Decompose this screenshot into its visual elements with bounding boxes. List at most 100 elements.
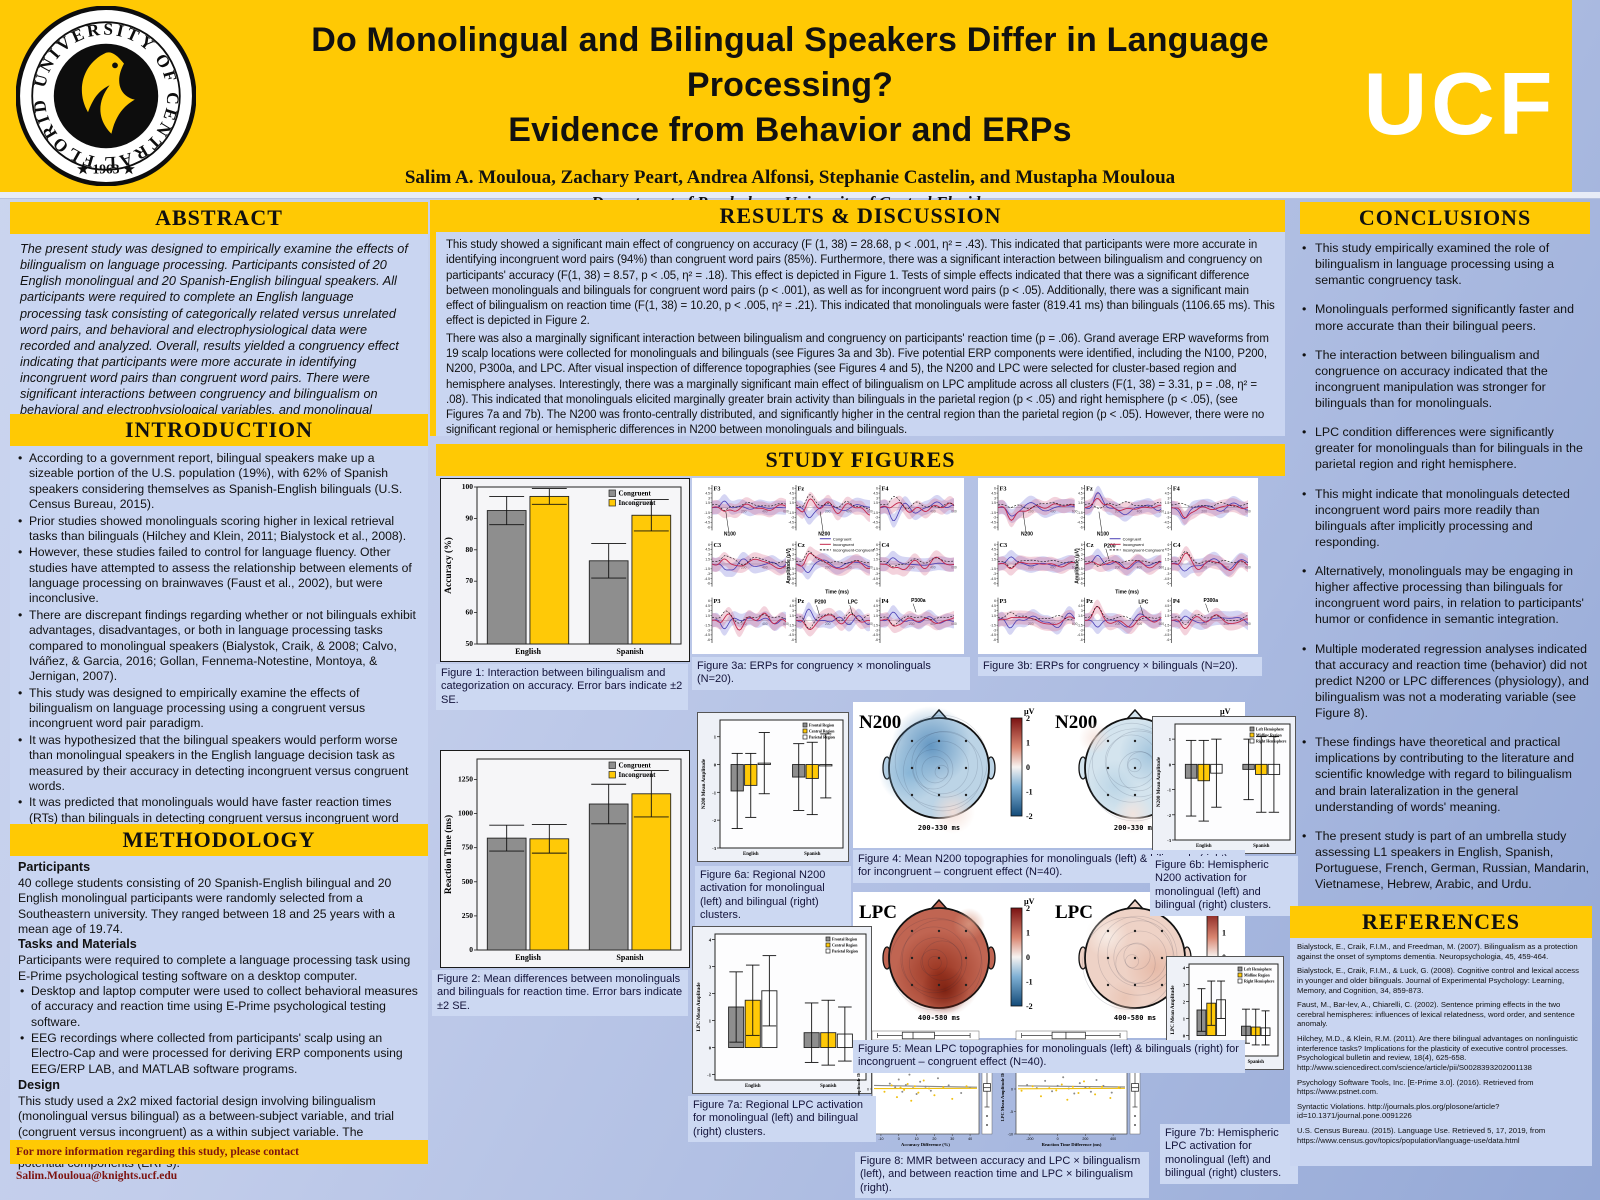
introduction-body: According to a government report, biling… — [10, 446, 428, 887]
svg-text:Spanish: Spanish — [1253, 844, 1270, 849]
svg-text:Time (ms): Time (ms) — [1115, 590, 1139, 596]
figure3a-erp-grid-monolinguals: 64.531.5-1.5-3-4.5-6200400600F3N10064.53… — [692, 478, 964, 654]
svg-text:50: 50 — [466, 639, 474, 648]
svg-text:80: 80 — [466, 545, 474, 554]
svg-text:3: 3 — [1167, 496, 1169, 500]
svg-text:English: English — [515, 647, 541, 656]
svg-text:400: 400 — [762, 566, 768, 570]
references-body: Bialystock, E., Craik, F.I.M., and Freed… — [1290, 938, 1592, 1166]
svg-text:600: 600 — [783, 622, 789, 626]
svg-text:µV: µV — [1024, 707, 1035, 716]
svg-text:0: 0 — [714, 763, 717, 768]
svg-text:Congruent: Congruent — [833, 536, 853, 541]
svg-text:-6: -6 — [707, 525, 710, 529]
svg-text:Parietal Region: Parietal Region — [832, 950, 859, 954]
svg-text:-4.5: -4.5 — [990, 521, 996, 525]
svg-text:N200: N200 — [1021, 531, 1033, 537]
svg-text:-4.5: -4.5 — [1077, 521, 1083, 525]
svg-text:Reaction Time Difference (ms): Reaction Time Difference (ms) — [1042, 1142, 1102, 1147]
svg-text:0: 0 — [1057, 1137, 1059, 1141]
svg-text:-3: -3 — [1166, 516, 1169, 520]
svg-text:Time (ms): Time (ms) — [825, 590, 849, 596]
svg-text:100: 100 — [462, 482, 474, 491]
results-paragraph-2: There was also a marginally significant … — [446, 332, 1269, 437]
conclusion-bullet: These findings have theoretical and prac… — [1300, 734, 1592, 815]
svg-text:600: 600 — [951, 509, 957, 513]
svg-text:0: 0 — [709, 1046, 712, 1051]
svg-text:0: 0 — [1026, 763, 1030, 772]
svg-text:4.5: 4.5 — [873, 604, 878, 608]
svg-text:N200: N200 — [859, 712, 901, 733]
svg-text:600: 600 — [1159, 566, 1165, 570]
svg-text:400-580 ms: 400-580 ms — [1114, 1014, 1156, 1022]
svg-text:3: 3 — [1081, 609, 1083, 613]
svg-text:-6: -6 — [1166, 582, 1169, 586]
svg-text:-1.5: -1.5 — [704, 623, 710, 627]
svg-text:200: 200 — [741, 509, 747, 513]
svg-text:3: 3 — [708, 553, 710, 557]
svg-text:1.5: 1.5 — [1165, 557, 1170, 561]
svg-text:-1.5: -1.5 — [788, 623, 794, 627]
svg-text:-3: -3 — [707, 572, 710, 576]
svg-text:1.5: 1.5 — [873, 614, 878, 618]
svg-text:1: 1 — [1183, 1017, 1186, 1022]
svg-text:-4.5: -4.5 — [704, 521, 710, 525]
svg-text:-6: -6 — [1166, 638, 1169, 642]
svg-text:20: 20 — [932, 1137, 936, 1141]
svg-text:6: 6 — [876, 487, 878, 491]
svg-text:400: 400 — [1137, 622, 1143, 626]
svg-text:-3: -3 — [993, 572, 996, 576]
svg-text:Right Hemisphere: Right Hemisphere — [1256, 740, 1287, 744]
header-banner — [0, 0, 1572, 192]
svg-text:Frontal Region: Frontal Region — [809, 724, 835, 728]
svg-text:4.5: 4.5 — [1165, 548, 1170, 552]
svg-text:4: 4 — [709, 937, 712, 942]
svg-text:3: 3 — [876, 496, 878, 500]
svg-text:3: 3 — [708, 496, 710, 500]
svg-text:1: 1 — [1026, 929, 1030, 938]
figure7a-regional-lpc-bar-chart: 4 3 2 1 0 -1 LPC Mean Amplitude English Spanish F… — [692, 926, 872, 1094]
svg-text:-1.5: -1.5 — [1077, 623, 1083, 627]
svg-text:400: 400 — [930, 566, 936, 570]
methodology-bullet: EEG recordings where collected from part… — [18, 1031, 420, 1077]
svg-text:Pz: Pz — [798, 598, 805, 605]
svg-text:200: 200 — [1115, 622, 1121, 626]
svg-text:200: 200 — [909, 566, 915, 570]
svg-text:200: 200 — [1201, 622, 1207, 626]
svg-text:0: 0 — [1011, 1087, 1013, 1091]
svg-text:6: 6 — [876, 599, 878, 603]
conclusion-bullet: Multiple moderated regression analyses i… — [1300, 641, 1592, 722]
conclusion-bullet: Alternatively, monolinguals may be engag… — [1300, 563, 1592, 628]
ucf-wordmark: UCF — [1363, 54, 1557, 153]
svg-text:40: 40 — [968, 1137, 972, 1141]
svg-text:400: 400 — [1110, 1137, 1116, 1141]
conclusion-bullet: The interaction between bilingualism and… — [1300, 347, 1592, 412]
svg-text:0: 0 — [867, 1087, 869, 1091]
svg-text:1000: 1000 — [458, 809, 473, 818]
svg-text:-3: -3 — [875, 572, 878, 576]
svg-text:2: 2 — [1026, 904, 1030, 913]
svg-text:P3: P3 — [1000, 598, 1007, 605]
svg-text:30: 30 — [950, 1137, 954, 1141]
contact-strip: For more information regarding this stud… — [10, 1140, 428, 1182]
svg-text:-4.5: -4.5 — [872, 521, 878, 525]
svg-text:400: 400 — [846, 622, 852, 626]
svg-text:-6: -6 — [707, 638, 710, 642]
svg-text:N200: N200 — [818, 531, 830, 537]
svg-text:4.5: 4.5 — [1078, 548, 1083, 552]
svg-text:1.5: 1.5 — [1078, 501, 1083, 505]
svg-text:1.5: 1.5 — [789, 614, 794, 618]
svg-text:-4.5: -4.5 — [704, 633, 710, 637]
svg-text:P4: P4 — [882, 598, 890, 605]
svg-text:LPC Mean Amplitude: LPC Mean Amplitude — [1170, 985, 1176, 1035]
svg-text:1.5: 1.5 — [991, 501, 996, 505]
svg-text:3: 3 — [1167, 553, 1169, 557]
svg-text:Frontal Region: Frontal Region — [832, 938, 858, 942]
svg-text:-4.5: -4.5 — [1164, 633, 1170, 637]
svg-text:400: 400 — [1137, 509, 1143, 513]
svg-text:-3: -3 — [791, 572, 794, 576]
svg-text:LPC Mean Amplitude: LPC Mean Amplitude — [696, 982, 702, 1032]
svg-text:600: 600 — [1159, 622, 1165, 626]
svg-text:6: 6 — [708, 487, 710, 491]
svg-text:-1: -1 — [1026, 788, 1033, 797]
